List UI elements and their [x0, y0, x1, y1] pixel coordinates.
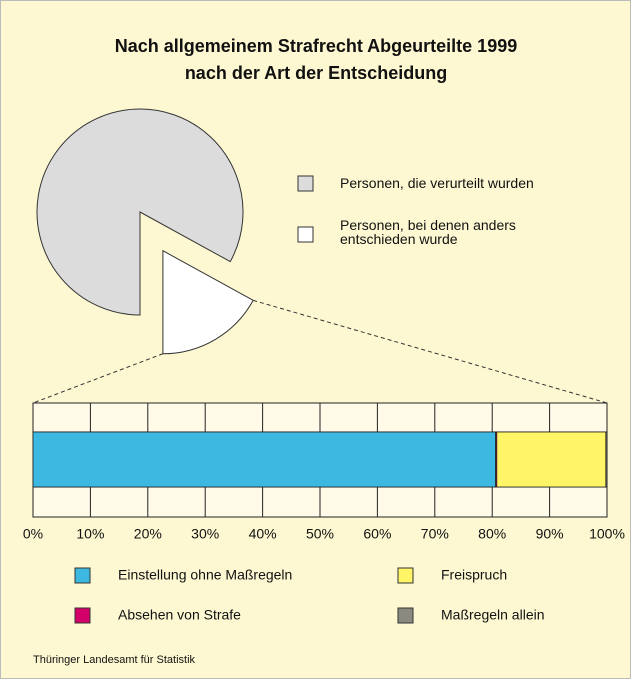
x-tick-label: 50% — [306, 526, 334, 542]
x-tick-label: 70% — [421, 526, 449, 542]
legend-swatch — [397, 567, 414, 584]
chart-subtitle: nach der Art der Entscheidung — [185, 63, 447, 83]
pie-slice — [36, 108, 244, 316]
x-tick-label: 60% — [363, 526, 391, 542]
x-tick-label: 80% — [478, 526, 506, 542]
x-tick-label: 40% — [249, 526, 277, 542]
legend-swatch — [74, 567, 91, 584]
legend-swatch — [297, 226, 314, 243]
legend-swatch — [74, 607, 91, 624]
bar-segment — [605, 431, 608, 488]
legend-swatch — [297, 175, 314, 192]
legend-label: Einstellung ohne Maßregeln — [118, 567, 292, 583]
x-tick-label: 90% — [536, 526, 564, 542]
legend-label: Maßregeln allein — [441, 607, 545, 623]
bar-segment — [32, 431, 497, 488]
x-tick-label: 30% — [191, 526, 219, 542]
connector — [253, 299, 608, 404]
pie-slice — [162, 249, 254, 355]
legend-label-box: Personen, bei denen anders entschieden w… — [340, 218, 516, 247]
x-tick-label: 100% — [589, 526, 625, 542]
legend-label-box: Personen, die verurteilt wurden — [340, 176, 534, 191]
chart-title: Nach allgemeinem Strafrecht Abgeurteilte… — [115, 36, 517, 56]
connector — [32, 353, 164, 404]
x-tick-label: 20% — [134, 526, 162, 542]
x-tick-label: 0% — [23, 526, 43, 542]
source: Thüringer Landesamt für Statistik — [33, 654, 196, 666]
bar-segment — [496, 431, 607, 488]
legend-label: Freispruch — [441, 567, 507, 583]
legend-label: Personen, die verurteilt wurden — [340, 176, 534, 191]
legend-label: Absehen von Strafe — [118, 607, 241, 623]
legend-swatch — [397, 607, 414, 624]
legend-label: Personen, bei denen anders entschieden w… — [340, 218, 516, 247]
x-tick-label: 10% — [76, 526, 104, 542]
